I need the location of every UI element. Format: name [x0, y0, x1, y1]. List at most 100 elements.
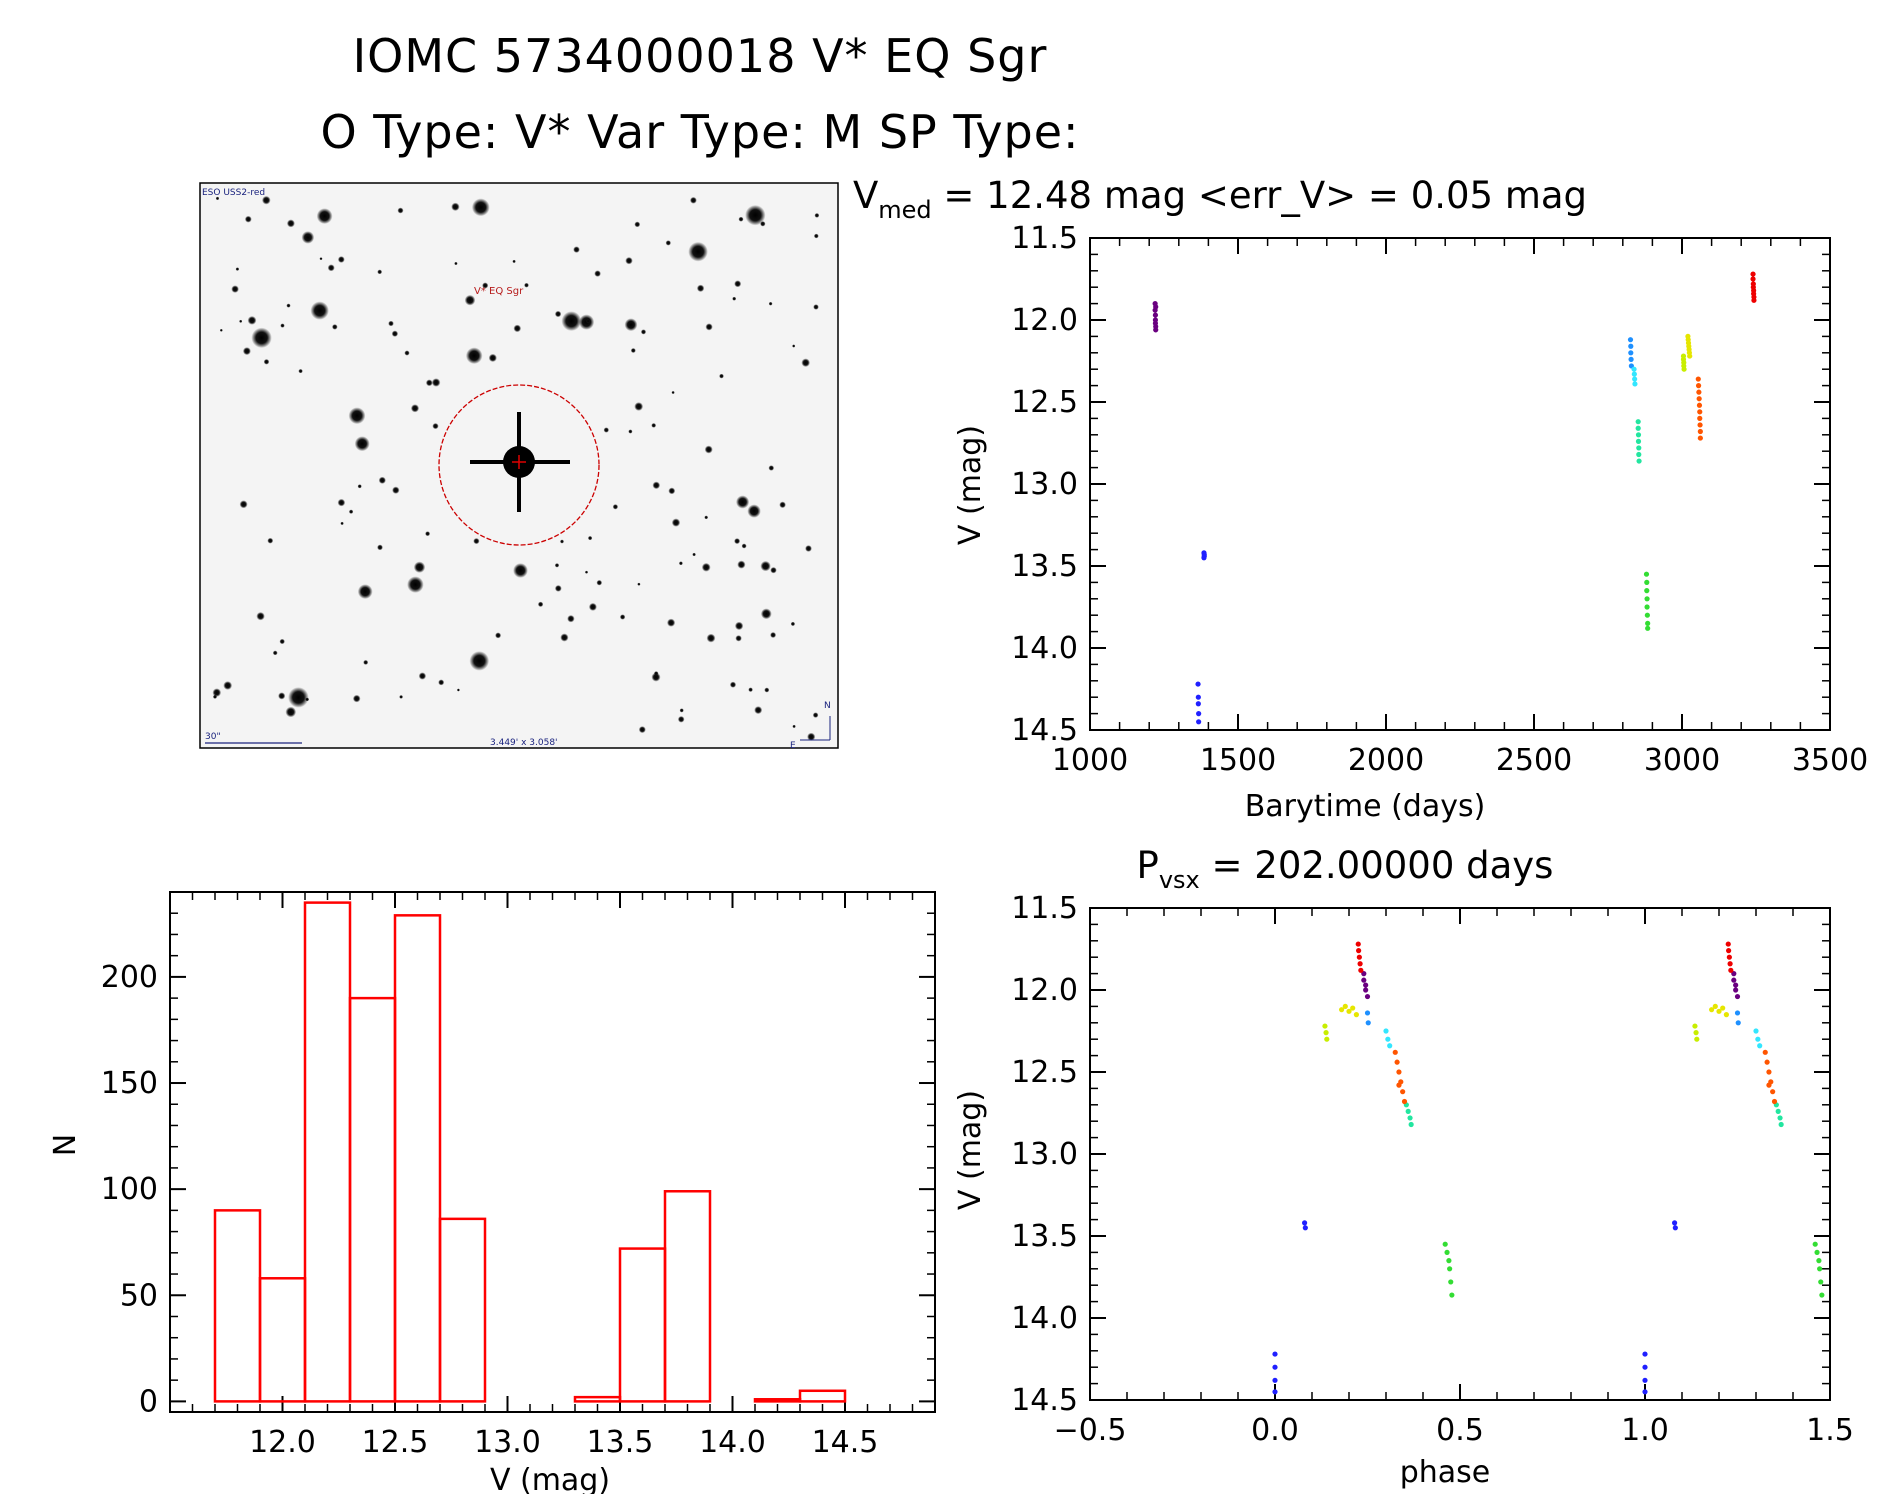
phased-point: [1272, 1351, 1278, 1357]
lightcurve-point: [1635, 432, 1642, 438]
star-icon: [704, 445, 713, 454]
phased-panel: Pvsx = 202.00000 days −0.5 0.0 0.5 1.0 1.5 11…: [953, 844, 1854, 1490]
phased-point: [1693, 1030, 1699, 1036]
phased-point: [1716, 1008, 1722, 1014]
histogram-bar: [618, 1247, 667, 1403]
lightcurve-point: [1750, 276, 1756, 282]
star-icon: [288, 687, 309, 708]
star-icon: [280, 323, 285, 328]
phased-point: [1324, 1036, 1330, 1042]
phased-title: Pvsx = 202.00000 days: [1137, 844, 1554, 894]
compass-icon: N E: [790, 701, 831, 751]
lightcurve-point: [1697, 435, 1703, 441]
star-icon: [286, 219, 295, 228]
phased-point: [1762, 1049, 1768, 1055]
star-icon: [378, 476, 386, 484]
phased-point: [1365, 1020, 1371, 1026]
lightcurve-point: [1645, 625, 1651, 631]
star-icon: [792, 724, 796, 729]
sky-image-panel: ESO USS2-red V* EQ Sgr 30" 3.449' x 3.05…: [199, 182, 839, 751]
lightcurve-point: [1645, 620, 1651, 627]
star-icon: [357, 484, 362, 489]
star-icon: [482, 282, 489, 289]
star-icon: [760, 608, 772, 620]
star-icon: [584, 570, 589, 574]
lightcurve-point: [1631, 366, 1637, 372]
phased-point: [1642, 1389, 1648, 1395]
lightcurve-point: [1697, 422, 1703, 428]
star-icon: [729, 681, 737, 688]
phased-point: [1712, 1003, 1718, 1010]
star-icon: [640, 329, 647, 335]
phased-point: [1400, 1089, 1406, 1095]
lightcurve-point: [1628, 343, 1634, 349]
star-icon: [298, 368, 303, 374]
star-icon: [471, 198, 490, 217]
star-icon: [488, 353, 497, 362]
histogram-xtick-label: 12.5: [362, 1425, 429, 1460]
histogram-frame: [169, 891, 936, 1413]
lightcurve-point: [1636, 445, 1642, 451]
star-field: [212, 195, 820, 741]
star-icon: [399, 695, 403, 699]
star-icon: [734, 621, 744, 631]
star-icon: [760, 560, 771, 572]
phased-point: [1396, 1082, 1402, 1088]
histogram-ytick-label: 200: [101, 960, 158, 995]
star-icon: [748, 687, 753, 692]
figure-title: IOMC 5734000018 V* EQ Sgr: [353, 29, 1048, 83]
lightcurve-xtick-label: 2500: [1496, 743, 1572, 778]
phased-point: [1819, 1292, 1825, 1298]
phased-point: [1363, 987, 1369, 993]
star-icon: [764, 687, 770, 693]
phased-point: [1766, 1069, 1772, 1075]
phased-point: [1766, 1082, 1772, 1088]
histogram-bar: [213, 1209, 262, 1403]
star-icon: [239, 319, 243, 323]
star-icon: [638, 726, 646, 734]
phased-point: [1449, 1292, 1455, 1298]
lightcurve-ytick-label: 11.5: [1011, 221, 1078, 256]
phased-point: [1385, 1036, 1391, 1042]
star-icon: [813, 233, 819, 239]
star-icon: [560, 539, 564, 544]
lightcurve-point: [1628, 350, 1634, 356]
star-icon: [692, 552, 696, 557]
phased-point: [1775, 1108, 1781, 1114]
star-icon: [432, 423, 439, 430]
lightcurve-point: [1696, 402, 1703, 408]
star-icon: [732, 296, 737, 301]
phased-point: [1353, 1012, 1359, 1018]
phased-point: [1771, 1098, 1778, 1105]
phased-point: [1446, 1258, 1452, 1264]
lightcurve-point: [1153, 327, 1159, 333]
phased-point: [1764, 1059, 1770, 1065]
star-icon: [469, 651, 490, 671]
star-icon: [397, 207, 404, 214]
star-icon: [456, 688, 460, 692]
star-icon: [745, 205, 766, 226]
histogram-ytick-label: 150: [101, 1066, 158, 1101]
star-icon: [678, 561, 683, 566]
star-icon: [404, 350, 410, 356]
phased-point: [1302, 1225, 1308, 1231]
lightcurve-point: [1196, 719, 1202, 725]
phased-point: [1356, 948, 1362, 954]
lightcurve-point: [1697, 428, 1703, 435]
phased-point: [1726, 948, 1732, 954]
phased-point: [1272, 1364, 1278, 1370]
star-icon: [235, 267, 240, 271]
star-icon: [352, 694, 361, 703]
star-icon: [431, 378, 441, 387]
histogram-axes: 12.0 12.5 13.0 13.5 14.0 14.5 0 50 100 150 200: [101, 891, 936, 1460]
phased-point: [1642, 1364, 1648, 1370]
star-icon: [624, 318, 638, 332]
phased-point: [1709, 1007, 1715, 1013]
star-icon: [332, 324, 338, 330]
star-icon: [754, 706, 763, 715]
star-icon: [327, 264, 335, 272]
lightcurve-xtick-label: 2000: [1348, 743, 1424, 778]
phased-point: [1387, 1043, 1393, 1049]
phased-axes: −0.5 0.0 0.5 1.0 1.5 11.5 12.0 12.5 13.0 13.5 14.0…: [1011, 891, 1854, 1448]
